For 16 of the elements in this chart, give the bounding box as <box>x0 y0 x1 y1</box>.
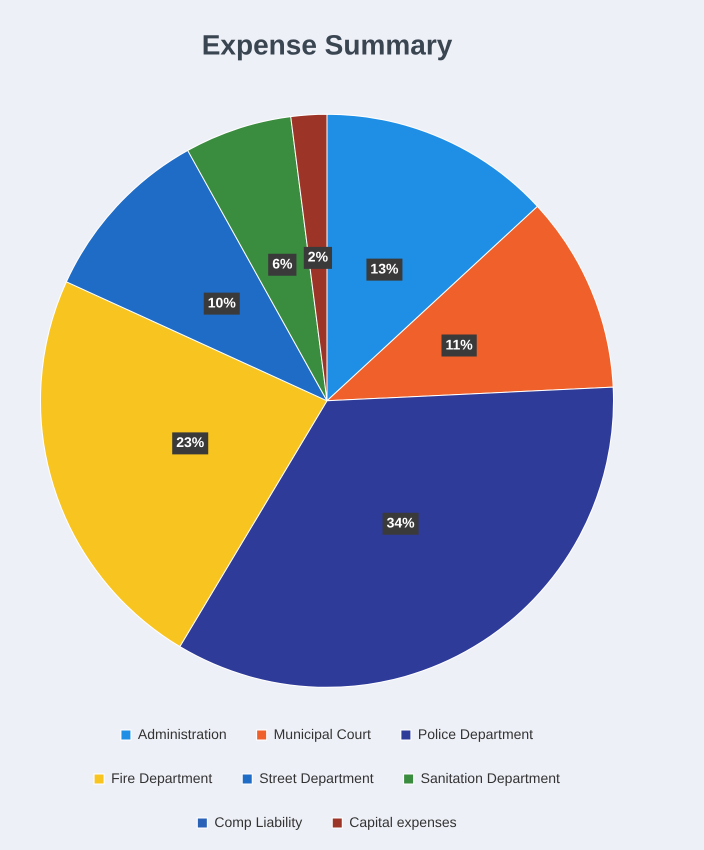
legend-label: Administration <box>138 726 227 742</box>
data-label: 11% <box>446 336 474 352</box>
legend-label: Police Department <box>418 726 534 742</box>
legend-label: Sanitation Department <box>420 770 560 786</box>
data-label: 6% <box>272 256 293 272</box>
chart-title: Expense Summary <box>202 30 453 61</box>
data-label: 2% <box>308 248 329 265</box>
data-label: 34% <box>386 514 416 531</box>
legend-label: Capital expenses <box>349 814 457 830</box>
legend-label: Municipal Court <box>274 726 372 742</box>
data-label: 10% <box>208 294 236 310</box>
legend-label: Street Department <box>259 770 374 786</box>
data-label: 13% <box>370 260 399 276</box>
legend-label: Comp Liability <box>214 814 302 830</box>
data-label: 23% <box>176 434 205 450</box>
legend-label: Fire Department <box>111 770 212 786</box>
